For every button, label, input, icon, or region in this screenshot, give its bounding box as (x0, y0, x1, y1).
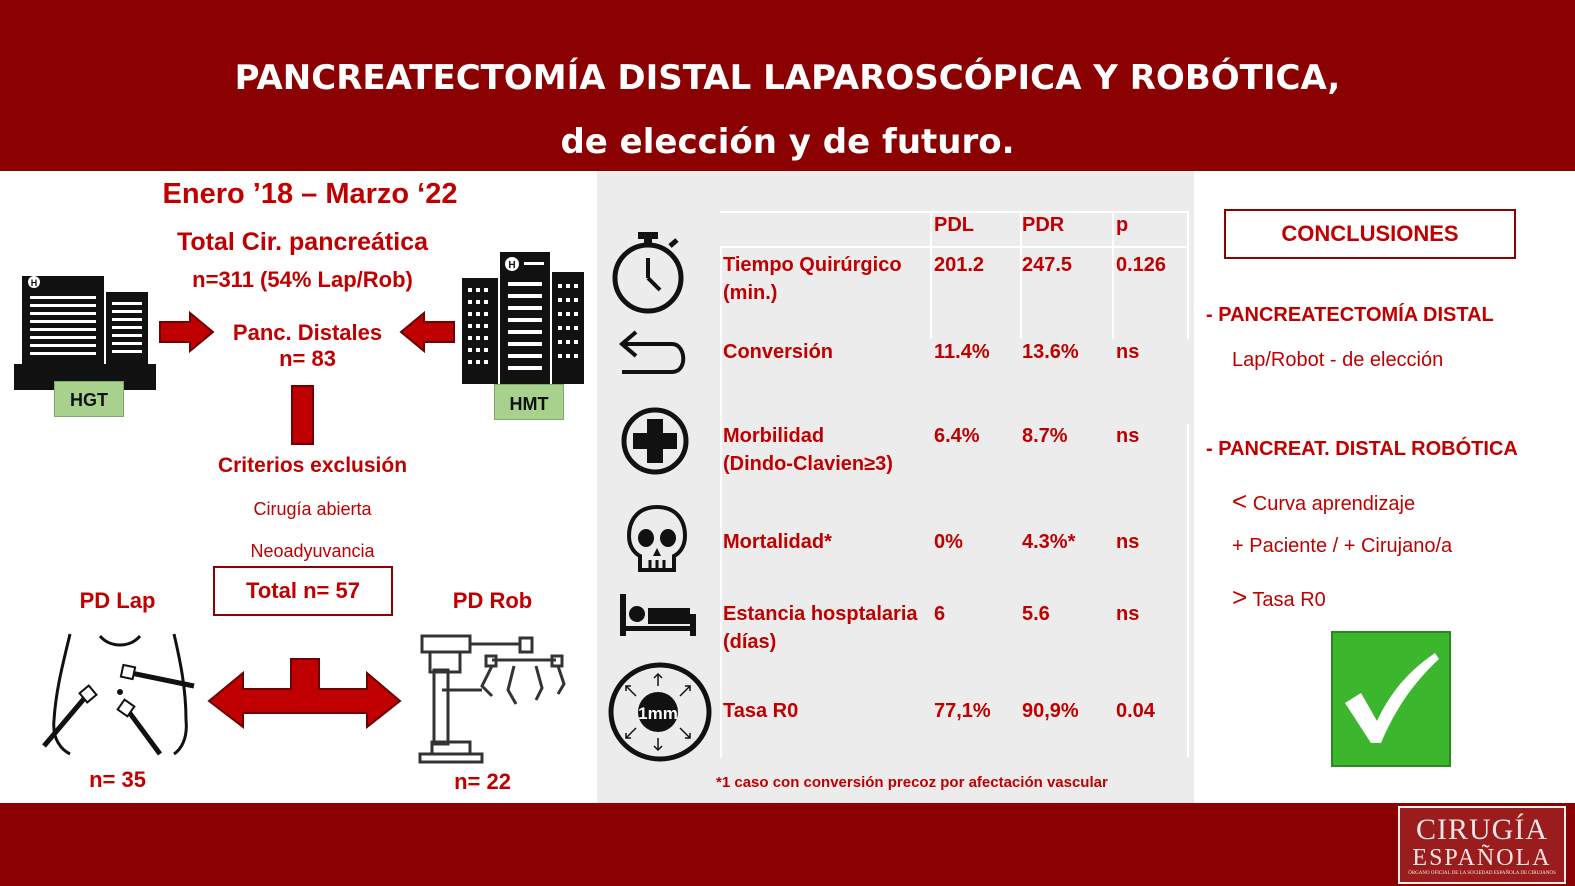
svg-text:H: H (508, 260, 515, 271)
footnote: *1 caso con conversión precoz por afecta… (716, 774, 1108, 791)
svg-text:H: H (31, 278, 38, 288)
conclusion-item: < Curva aprendizaje (1232, 486, 1415, 517)
conclusion-item: > Tasa R0 (1232, 582, 1326, 613)
cell-pdl: 77,1% (934, 700, 991, 722)
period-label: Enero ’18 – Marzo ‘22 (162, 178, 458, 210)
conclusion-item-text: Curva aprendizaje (1252, 493, 1416, 515)
hospital-label-hmt: HMT (494, 384, 564, 420)
row-label-line: Estancia hosptalaria (723, 603, 918, 625)
checkmark-icon (1331, 631, 1451, 767)
hospital-label-hgt: HGT (54, 381, 124, 417)
row-label-mortality: Mortalidad* (723, 531, 832, 553)
stopwatch-icon (612, 232, 684, 314)
conclusion-item: Lap/Robot - de elección (1232, 349, 1444, 371)
row-label-morbidity: Morbilidad (Dindo-Clavien≥3) (723, 422, 893, 478)
distal-count: n= 83 (279, 346, 336, 371)
column-header-p: p (1116, 214, 1129, 236)
margin-icon-label: 1mm (638, 704, 678, 723)
cell-pdr: 247.5 (1022, 254, 1073, 276)
logo-line-2: ESPAÑOLA (1412, 845, 1552, 871)
cell-pdl: 201.2 (934, 254, 985, 276)
cell-pdl: 0% (934, 531, 963, 553)
margin-1mm-icon: 1mm (608, 662, 712, 762)
cell-pdr: 13.6% (1022, 341, 1079, 363)
skull-icon (626, 504, 688, 572)
hospital-bed-icon (620, 594, 696, 636)
rob-count: n= 22 (454, 769, 511, 794)
row-label-line: Morbilidad (723, 425, 825, 447)
column-header-pdr: PDR (1022, 214, 1065, 236)
row-label-line: (min.) (723, 282, 778, 304)
hospital-building-left-icon: H (14, 276, 156, 390)
logo-line-1: CIRUGÍA (1416, 813, 1548, 846)
cell-p: ns (1116, 531, 1140, 553)
cell-p: ns (1116, 341, 1140, 363)
logo-line-3: ÓRGANO OFICIAL DE LA SOCIEDAD ESPAÑOLA D… (1408, 871, 1556, 876)
exclusion-item-neoadj: Neoadyuvancia (250, 541, 375, 561)
cell-pdr: 5.6 (1022, 603, 1050, 625)
cell-p: ns (1116, 425, 1140, 447)
cell-pdl: 11.4% (934, 341, 990, 363)
results-panel (597, 171, 1194, 803)
row-label-r0-rate: Tasa R0 (723, 700, 799, 722)
arrow-left-icon (399, 311, 455, 353)
footer-banner (0, 803, 1575, 886)
comparison-symbol: < (1232, 486, 1248, 516)
cell-pdl: 6.4% (934, 425, 980, 447)
title-line-1: PANCREATECTOMÍA DISTAL LAPAROSCÓPICA Y R… (234, 58, 1341, 98)
cell-pdl: 6 (934, 603, 946, 625)
cell-pdr: 90,9% (1022, 700, 1079, 722)
cell-p: 0.126 (1116, 254, 1167, 276)
journal-logo: CIRUGÍA ESPAÑOLA ÓRGANO OFICIAL DE LA SO… (1398, 806, 1566, 884)
total-surgery-title: Total Cir. pancreática (176, 228, 428, 256)
row-label-surgery-time: Tiempo Quirúrgico (min.) (723, 251, 902, 307)
row-label-conversion: Conversión (723, 341, 834, 363)
row-label-line: (Dindo-Clavien≥3) (723, 453, 893, 475)
title-line-2: de elección y de futuro. (560, 122, 1015, 162)
total-surgery-count: n=311 (54% Lap/Rob) (192, 267, 413, 292)
laparoscopy-torso-icon (42, 633, 195, 756)
comparison-symbol: > (1232, 582, 1248, 612)
table-divider (720, 246, 722, 758)
table-divider (1187, 424, 1189, 758)
lap-label: PD Lap (79, 588, 156, 613)
conclusion-item-text: + Paciente / + Cirujano/a (1232, 535, 1453, 557)
medical-cross-icon (621, 407, 689, 475)
conclusion-heading-2: - PANCREAT. DISTAL ROBÓTICA (1206, 438, 1518, 460)
cell-pdr: 8.7% (1022, 425, 1068, 447)
arrow-right-icon (159, 311, 215, 353)
table-divider (1187, 211, 1189, 339)
distal-label: Panc. Distales (232, 320, 383, 345)
surgical-robot-icon (418, 634, 566, 764)
conversion-arrow-icon (618, 330, 686, 374)
conclusion-heading-1: - PANCREATECTOMÍA DISTAL (1206, 304, 1494, 326)
table-divider (930, 211, 932, 339)
lap-count: n= 35 (89, 767, 146, 792)
table-divider (1112, 211, 1114, 339)
row-label-hospital-stay: Estancia hosptalaria (días) (723, 600, 918, 656)
row-label-line: Tiempo Quirúrgico (723, 254, 902, 276)
comparison-arrow-icon (207, 658, 402, 729)
flow-connector-bar (291, 385, 314, 445)
row-label-line: (días) (723, 631, 777, 653)
conclusion-item-text: Tasa R0 (1252, 589, 1326, 611)
hospital-building-right-icon: H (462, 252, 584, 384)
column-header-pdl: PDL (934, 214, 974, 236)
table-divider (1020, 211, 1022, 339)
cell-p: ns (1116, 603, 1140, 625)
header-banner: PANCREATECTOMÍA DISTAL LAPAROSCÓPICA Y R… (0, 0, 1575, 171)
table-top-rule (720, 211, 1188, 213)
cell-pdr: 4.3%* (1022, 531, 1076, 553)
conclusions-title: CONCLUSIONES (1224, 209, 1516, 259)
exclusion-item-open: Cirugía abierta (253, 499, 372, 519)
cell-p: 0.04 (1116, 700, 1155, 722)
conclusion-item: + Paciente / + Cirujano/a (1232, 535, 1452, 558)
total-box: Total n= 57 (213, 566, 393, 616)
table-header-rule (720, 246, 1188, 248)
rob-label: PD Rob (452, 588, 533, 613)
exclusion-title: Criterios exclusión (217, 454, 408, 477)
